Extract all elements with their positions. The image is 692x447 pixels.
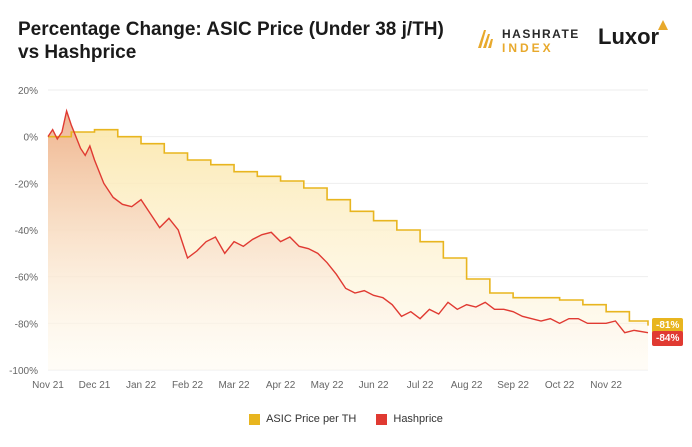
hashprice-area-fill [48,111,648,370]
x-tick-label-4: Mar 22 [218,380,250,391]
y-tick-label-5: -80% [15,319,38,330]
legend-label-hashprice: Hashprice [393,413,443,425]
y-tick-label-0: 20% [18,86,38,97]
chart-legend: ASIC Price per TH Hashprice [0,410,692,428]
hashprice-series-line [47,108,649,334]
x-tick-label-11: Oct 22 [545,380,575,391]
chart-area: 20% 0% -20% -40% -60% -80% -100% Nov 21 Dec 21 Ja… [0,80,692,400]
luxor-mark-icon [658,20,668,30]
hashrate-logo-text: HASHRATE [502,27,580,41]
y-tick-label-4: -60% [15,273,38,284]
luxor-logo-text: Luxor [598,24,660,49]
y-tick-label-6: -100% [9,366,38,377]
x-tick-label-6: May 22 [311,380,344,391]
asic-series-line [48,128,649,326]
x-tick-label-10: Sep 22 [497,380,529,391]
hashrate-index-mark-icon [478,30,493,48]
x-tick-label-3: Feb 22 [172,380,204,391]
hashrate-index-logo: HASHRATE INDEX [472,26,592,56]
legend-item-hashprice[interactable]: Hashprice [376,410,443,428]
x-tick-label-0: Nov 21 [32,380,64,391]
y-tick-label-2: -20% [15,179,38,190]
x-tick-label-8: Jul 22 [407,380,434,391]
x-tick-label-2: Jan 22 [126,380,156,391]
x-tick-label-9: Aug 22 [451,380,483,391]
x-tick-label-5: Apr 22 [266,380,296,391]
hashprice-end-value-badge: -84% [652,330,684,346]
luxor-logo: Luxor [598,20,668,50]
asic-end-value-badge: -81% [652,317,684,333]
x-tick-label-1: Dec 21 [79,380,111,391]
legend-label-asic: ASIC Price per TH [266,413,357,425]
legend-swatch-asic [249,413,261,425]
y-tick-label-3: -40% [15,226,38,237]
x-tick-label-7: Jun 22 [359,380,389,391]
legend-item-asic[interactable]: ASIC Price per TH [249,410,356,428]
chart-title: Percentage Change: ASIC Price (Under 38 … [18,19,444,63]
legend-swatch-hashprice [376,413,388,425]
x-tick-label-12: Nov 22 [590,380,622,391]
percentage-change-chart: 20% 0% -20% -40% -60% -80% -100% Nov 21 Dec 21 Ja… [9,86,649,391]
index-logo-text: INDEX [502,41,554,55]
y-tick-label-1: 0% [24,133,39,144]
